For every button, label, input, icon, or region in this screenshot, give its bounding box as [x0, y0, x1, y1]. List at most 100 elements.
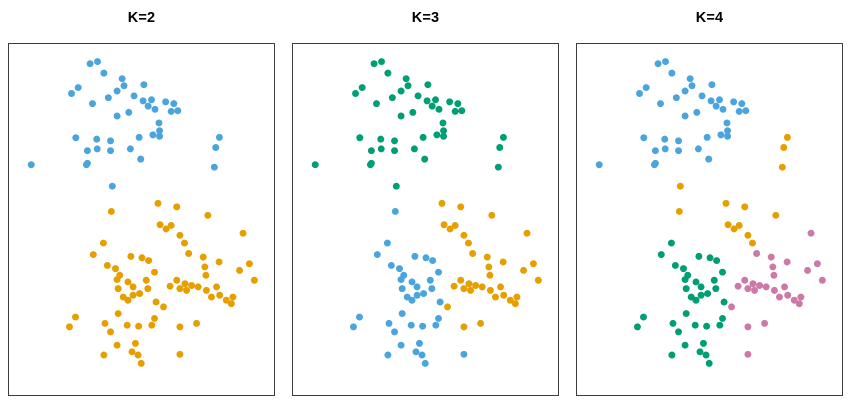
data-point [74, 84, 82, 92]
data-point [656, 100, 664, 108]
data-point [783, 133, 791, 141]
data-point [457, 276, 465, 284]
data-point [428, 102, 436, 110]
data-point [93, 135, 101, 143]
data-point [397, 87, 405, 95]
data-point [640, 313, 647, 321]
data-point [772, 211, 780, 219]
data-point [422, 254, 430, 262]
data-point [488, 211, 496, 219]
data-point [472, 282, 480, 290]
data-point [775, 293, 783, 301]
data-point [366, 161, 374, 169]
data-point [156, 221, 164, 229]
data-point [444, 303, 452, 311]
data-point [496, 144, 504, 151]
data-point [113, 276, 121, 284]
data-point [134, 351, 142, 359]
data-point [432, 321, 440, 329]
panel-k3: K=3 [292, 0, 559, 396]
data-point [668, 351, 676, 359]
data-point [68, 90, 76, 97]
data-point [207, 293, 215, 301]
data-point [424, 81, 432, 89]
data-point [460, 285, 468, 293]
data-point [513, 293, 521, 301]
data-point [372, 100, 380, 108]
data-point [730, 98, 738, 106]
data-point [662, 58, 670, 66]
data-point [682, 310, 690, 318]
data-point [396, 265, 403, 273]
data-point [640, 134, 648, 142]
data-point [181, 280, 189, 288]
data-point [446, 98, 454, 106]
data-point [113, 87, 121, 95]
data-point [138, 254, 146, 262]
data-point [451, 221, 459, 229]
data-point [397, 341, 405, 349]
data-point [695, 252, 703, 260]
data-point [413, 283, 421, 291]
data-point [398, 285, 406, 293]
panel-title-k4: K=4 [695, 10, 724, 26]
data-point [414, 92, 422, 100]
data-point [162, 98, 170, 106]
data-point [107, 137, 115, 145]
data-point [194, 283, 202, 291]
data-point [420, 290, 428, 298]
data-point [100, 69, 108, 77]
data-point [440, 127, 448, 135]
data-point [719, 105, 727, 113]
data-point [491, 293, 499, 301]
data-point [730, 225, 738, 233]
data-point [675, 137, 683, 145]
data-point [595, 161, 603, 169]
data-point [465, 280, 473, 288]
data-point [669, 319, 677, 327]
data-point [418, 351, 426, 359]
data-point [107, 207, 115, 215]
data-point [428, 285, 436, 293]
data-point [112, 265, 119, 273]
data-point [215, 258, 223, 266]
data-point [114, 310, 122, 318]
data-point [703, 322, 711, 330]
data-point [692, 296, 700, 304]
data-point [520, 266, 528, 274]
data-point [667, 239, 675, 247]
data-point [140, 81, 148, 89]
data-point [728, 303, 736, 311]
data-point [391, 328, 399, 336]
scatter-plot-k3 [292, 43, 559, 396]
data-point [100, 351, 108, 359]
data-point [126, 145, 134, 153]
data-point [410, 145, 418, 153]
data-point [804, 266, 812, 274]
data-point [135, 133, 143, 141]
data-point [404, 82, 412, 90]
data-point [469, 250, 477, 257]
data-point [446, 225, 454, 233]
data-point [398, 310, 406, 318]
data-point [370, 60, 378, 68]
data-point [388, 94, 396, 102]
data-point [199, 253, 207, 261]
data-point [65, 323, 73, 331]
data-point [120, 82, 128, 90]
data-point [460, 350, 468, 358]
data-point [173, 276, 181, 284]
data-point [131, 339, 139, 347]
data-point [807, 229, 815, 237]
data-point [705, 155, 713, 163]
data-point [790, 296, 798, 304]
data-point [681, 341, 689, 349]
data-point [506, 296, 514, 304]
data-point [213, 283, 221, 291]
data-point [719, 268, 726, 276]
data-point [499, 258, 507, 266]
data-point [352, 90, 360, 97]
data-point [426, 276, 434, 284]
data-point [778, 163, 786, 171]
data-point [384, 69, 392, 77]
